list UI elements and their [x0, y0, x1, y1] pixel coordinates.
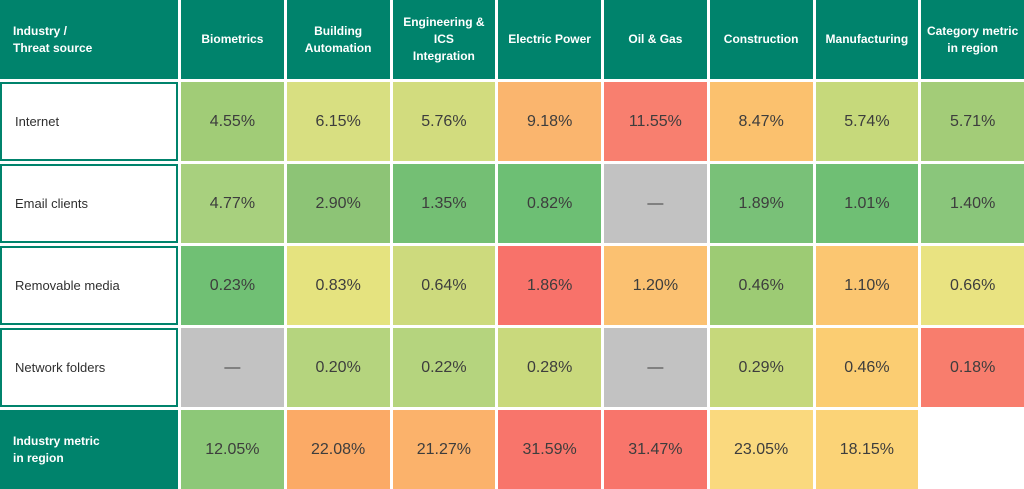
heatmap-cell: 2.90% [286, 164, 390, 243]
row-label-internet: Internet [0, 82, 178, 161]
column-header-category-metric: Category metric in region [921, 0, 1024, 79]
heatmap-cell: 21.27% [392, 410, 496, 489]
heatmap-cell: 1.40% [921, 164, 1024, 243]
heatmap-cell: 5.74% [815, 82, 919, 161]
row-label-network-folders: Network folders [0, 328, 178, 407]
column-header-building-automation: Building Automation [286, 0, 390, 79]
heatmap-cell: 1.89% [709, 164, 813, 243]
heatmap-cell: 0.18% [921, 328, 1024, 407]
heatmap-cell: 4.55% [181, 82, 284, 161]
column-header-electric-power: Electric Power [498, 0, 601, 79]
heatmap-cell: 5.76% [392, 82, 496, 161]
heatmap-cell: 1.35% [392, 164, 496, 243]
heatmap-cell: 5.71% [921, 82, 1024, 161]
heatmap-cell: 18.15% [815, 410, 919, 489]
heatmap-cell: 6.15% [286, 82, 390, 161]
row-label-industry-metric: Industry metric in region [0, 410, 178, 489]
corner-header: Industry / Threat source [0, 0, 178, 79]
heatmap-cell: 8.47% [709, 82, 813, 161]
heatmap-cell: 23.05% [709, 410, 813, 489]
heatmap-cell: 0.46% [815, 328, 919, 407]
heatmap-cell: 22.08% [286, 410, 390, 489]
heatmap-cell-no-data: — [181, 328, 284, 407]
heatmap-cell: 0.83% [286, 246, 390, 325]
column-header-engineering-ics-integration: Engineering & ICS Integration [392, 0, 496, 79]
row-label-email-clients: Email clients [0, 164, 178, 243]
heatmap-cell: 0.22% [392, 328, 496, 407]
heatmap-cell: 1.10% [815, 246, 919, 325]
column-header-construction: Construction [709, 0, 813, 79]
heatmap-cell: 0.82% [498, 164, 601, 243]
heatmap-cell: 0.20% [286, 328, 390, 407]
heatmap-cell: 1.20% [604, 246, 707, 325]
heatmap-cell: 1.01% [815, 164, 919, 243]
heatmap-cell: 0.29% [709, 328, 813, 407]
heatmap-cell: 12.05% [181, 410, 284, 489]
heatmap-cell: 31.47% [604, 410, 707, 489]
heatmap-cell: 0.28% [498, 328, 601, 407]
heatmap-cell: 0.66% [921, 246, 1024, 325]
heatmap-cell-empty [921, 410, 1024, 489]
heatmap-cell-no-data: — [604, 328, 707, 407]
heatmap-cell: 0.46% [709, 246, 813, 325]
heatmap-cell: 0.64% [392, 246, 496, 325]
heatmap-cell: 31.59% [498, 410, 601, 489]
column-header-oil-and-gas: Oil & Gas [604, 0, 707, 79]
heatmap-cell: 9.18% [498, 82, 601, 161]
column-header-biometrics: Biometrics [181, 0, 284, 79]
heatmap-cell: 1.86% [498, 246, 601, 325]
heatmap-cell: 11.55% [604, 82, 707, 161]
heatmap-cell: 0.23% [181, 246, 284, 325]
row-label-removable-media: Removable media [0, 246, 178, 325]
heatmap-cell: 4.77% [181, 164, 284, 243]
heatmap-cell-no-data: — [604, 164, 707, 243]
column-header-manufacturing: Manufacturing [815, 0, 919, 79]
